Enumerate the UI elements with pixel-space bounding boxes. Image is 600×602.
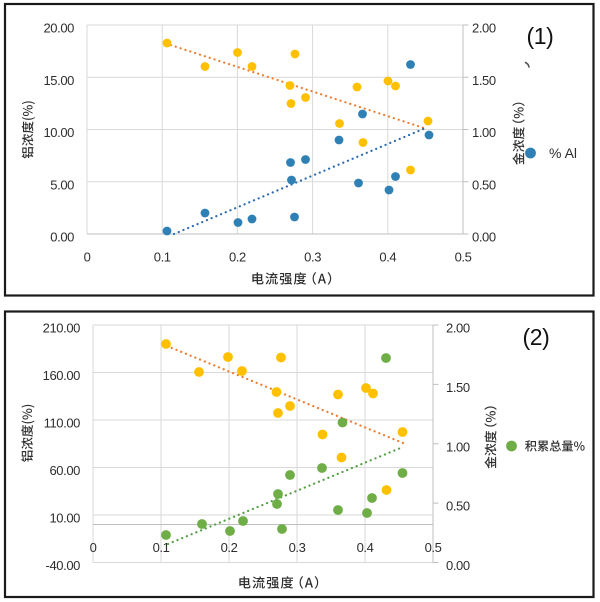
svg-text:0: 0 — [90, 540, 97, 555]
svg-text:0.1: 0.1 — [154, 250, 171, 265]
svg-text:0.3: 0.3 — [304, 250, 321, 265]
svg-text:% Al: % Al — [549, 145, 577, 161]
svg-text:0.00: 0.00 — [472, 230, 496, 245]
svg-text:0.00: 0.00 — [446, 558, 470, 573]
svg-text:60.00: 60.00 — [49, 463, 80, 478]
svg-text:1.50: 1.50 — [472, 73, 496, 88]
svg-text:0.50: 0.50 — [472, 177, 496, 192]
svg-text:10.00: 10.00 — [43, 125, 74, 140]
svg-text:(1): (1) — [527, 23, 554, 49]
svg-text:0.00: 0.00 — [50, 230, 74, 245]
svg-text:0.2: 0.2 — [229, 250, 246, 265]
svg-text:5.00: 5.00 — [50, 177, 74, 192]
svg-text:110.00: 110.00 — [44, 416, 81, 431]
svg-text:0.3: 0.3 — [289, 540, 306, 555]
svg-text:0: 0 — [84, 250, 91, 265]
svg-text:-40.00: -40.00 — [46, 558, 81, 573]
svg-text:0.4: 0.4 — [357, 540, 374, 555]
svg-text:20.00: 20.00 — [43, 21, 74, 36]
svg-text:15.00: 15.00 — [43, 73, 74, 88]
svg-text:1.00: 1.00 — [472, 125, 496, 140]
svg-text:2.00: 2.00 — [446, 321, 470, 336]
svg-text:210.00: 210.00 — [43, 321, 81, 336]
svg-text:0.5: 0.5 — [425, 540, 442, 555]
svg-text:2.00: 2.00 — [472, 21, 496, 36]
svg-text:1.00: 1.00 — [446, 439, 470, 454]
svg-text:0.2: 0.2 — [221, 540, 238, 555]
svg-text:0.1: 0.1 — [153, 540, 170, 555]
svg-text:160.00: 160.00 — [43, 368, 81, 383]
svg-text:0.4: 0.4 — [379, 250, 396, 265]
svg-text:(2): (2) — [523, 324, 550, 350]
svg-text:0.5: 0.5 — [455, 250, 472, 265]
svg-text:0.50: 0.50 — [446, 499, 470, 514]
svg-text:1.50: 1.50 — [446, 380, 470, 395]
svg-text:10.00: 10.00 — [49, 511, 80, 526]
